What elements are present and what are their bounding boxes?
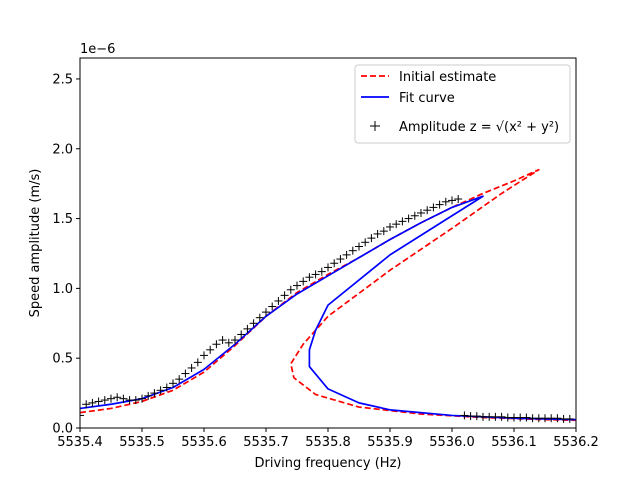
y-tick-label: 2.0 [52, 142, 73, 157]
amplitude-data-point [336, 255, 345, 264]
legend: Initial estimate Fit curve Amplitude z =… [354, 64, 571, 144]
amplitude-data-point [355, 242, 363, 251]
amplitude-data-point [162, 383, 171, 392]
series-1-line [80, 195, 576, 421]
amplitude-data-point [249, 319, 258, 328]
amplitude-data-point [212, 340, 221, 349]
amplitude-data-point [392, 220, 401, 229]
amplitude-data-point [429, 203, 438, 212]
y-tick-label: 0.0 [52, 422, 73, 437]
y-tick-label: 1.5 [52, 212, 73, 227]
legend-amplitude-label: Amplitude z = √(x² + y²) [399, 120, 559, 135]
x-tick-label: 5536.0 [429, 435, 475, 450]
amplitude-data-point [441, 197, 450, 206]
amplitude-data-point [454, 195, 463, 204]
amplitude-data-point [150, 389, 159, 398]
amplitude-data-point [224, 338, 233, 347]
legend-amplitude-swatch [370, 121, 380, 131]
amplitude-data-point [82, 400, 91, 409]
series-0-line [80, 168, 576, 422]
amplitude-data-point [386, 222, 394, 231]
amplitude-data-point [268, 302, 277, 311]
y-tick-label: 2.5 [52, 72, 73, 87]
series-2-markers [80, 195, 574, 423]
amplitude-data-point [169, 379, 177, 388]
legend-box [354, 64, 571, 144]
amplitude-data-point [144, 391, 153, 400]
x-tick-label: 5535.7 [243, 435, 289, 450]
amplitude-data-point [417, 208, 425, 217]
amplitude-data-point [373, 229, 382, 238]
x-tick-label: 5535.4 [57, 435, 103, 450]
amplitude-data-point [522, 413, 531, 422]
amplitude-data-point [156, 386, 165, 395]
amplitude-data-point [286, 285, 295, 294]
amplitude-data-point [410, 211, 419, 220]
amplitude-data-point [138, 394, 146, 403]
amplitude-data-point [131, 396, 140, 405]
amplitude-data-point [317, 267, 326, 276]
amplitude-data-point [299, 277, 308, 286]
amplitude-data-point [255, 313, 264, 322]
amplitude-data-point [274, 296, 283, 305]
x-axis-ticks: 5535.4 5535.5 5535.6 5535.7 5535.8 5535.9 5536… [57, 428, 599, 450]
amplitude-data-point [404, 214, 413, 223]
y-axis-ticks: 0.0 0.5 1.0 1.5 2.0 2.5 [52, 72, 80, 437]
amplitude-data-point [100, 396, 109, 405]
series-layer [80, 168, 576, 423]
amplitude-data-point [113, 393, 122, 402]
amplitude-data-point [218, 336, 227, 345]
amplitude-data-point [497, 412, 506, 421]
legend-initial-estimate-label: Initial estimate [399, 70, 496, 85]
amplitude-data-point [107, 394, 115, 403]
y-scale-factor: 1e−6 [80, 42, 115, 57]
amplitude-data-point [367, 234, 376, 243]
x-tick-label: 5535.5 [119, 435, 165, 450]
amplitude-data-point [342, 250, 351, 259]
amplitude-data-point [379, 227, 388, 236]
amplitude-data-point [187, 363, 196, 372]
legend-fit-curve-label: Fit curve [399, 91, 455, 106]
amplitude-data-point [435, 200, 444, 209]
amplitude-data-point [200, 351, 208, 360]
x-tick-label: 5535.9 [367, 435, 413, 450]
amplitude-data-point [181, 369, 190, 378]
amplitude-data-point [460, 411, 469, 420]
amplitude-data-point [237, 330, 246, 339]
amplitude-data-point [280, 291, 289, 300]
x-tick-label: 5536.2 [553, 435, 599, 450]
amplitude-data-point [262, 308, 270, 317]
x-tick-label: 5535.6 [181, 435, 227, 450]
y-tick-label: 1.0 [52, 282, 73, 297]
amplitude-data-point [423, 206, 432, 215]
amplitude-data-point [206, 345, 215, 354]
amplitude-data-point [94, 397, 103, 406]
amplitude-data-point [193, 358, 202, 367]
amplitude-data-point [243, 324, 252, 333]
y-tick-label: 0.5 [52, 352, 73, 367]
amplitude-data-point [324, 263, 332, 272]
amplitude-data-point [175, 375, 184, 384]
x-axis-label: Driving frequency (Hz) [255, 456, 402, 471]
amplitude-data-point [119, 394, 128, 403]
amplitude-data-point [80, 411, 84, 420]
amplitude-data-point [231, 336, 239, 345]
amplitude-data-point [361, 238, 370, 247]
amplitude-data-point [565, 414, 574, 423]
amplitude-data-point [398, 217, 407, 226]
amplitude-data-point [293, 281, 301, 290]
amplitude-data-point [348, 246, 357, 255]
amplitude-data-point [88, 398, 97, 407]
plot-area: 5535.4 5535.5 5535.6 5535.7 5535.8 5535.9 5536… [52, 57, 599, 450]
amplitude-data-point [553, 414, 562, 423]
amplitude-data-point [311, 270, 320, 279]
amplitude-data-point [305, 273, 314, 282]
amplitude-data-point [330, 259, 339, 268]
x-tick-label: 5535.8 [305, 435, 351, 450]
x-tick-label: 5536.1 [491, 435, 537, 450]
y-axis-label: Speed amplitude (m/s) [28, 169, 43, 318]
amplitude-data-point [472, 412, 481, 421]
amplitude-data-point [448, 196, 456, 205]
